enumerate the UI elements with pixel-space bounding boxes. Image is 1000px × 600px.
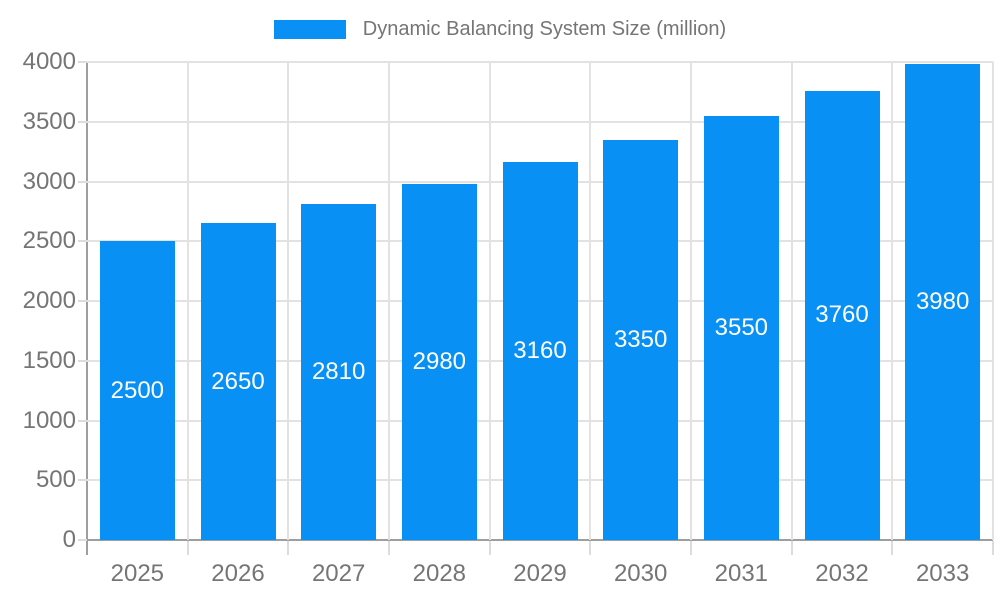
x-axis-tick-label: 2032 [815, 560, 869, 587]
gridline-vertical [790, 62, 793, 540]
x-axis-tick [891, 541, 894, 555]
y-axis-tick-label: 1000 [22, 406, 76, 434]
x-axis-tick [790, 541, 793, 555]
gridline-vertical [891, 62, 894, 540]
y-axis-tick [78, 479, 87, 482]
gridline-vertical [287, 62, 290, 540]
x-axis-tick-label: 2026 [211, 560, 265, 587]
y-axis-line [86, 62, 88, 555]
gridline-vertical [992, 62, 994, 540]
legend-swatch-icon [273, 20, 346, 39]
legend[interactable]: Dynamic Balancing System Size (million) [0, 18, 1000, 41]
bar-2025[interactable] [99, 241, 175, 540]
x-axis-tick-label: 2025 [110, 560, 165, 587]
x-axis-tick-label: 2033 [915, 560, 970, 587]
bar-2026[interactable] [200, 223, 276, 540]
bar-2030[interactable] [603, 139, 679, 540]
gridline-vertical [589, 62, 592, 540]
y-axis-tick [78, 120, 87, 123]
y-axis-tick [78, 359, 87, 362]
gridline-vertical [388, 62, 390, 540]
bar-2028[interactable] [401, 183, 477, 540]
y-axis-tick-label: 3000 [22, 167, 76, 195]
x-axis-tick [992, 541, 994, 555]
y-axis-tick [78, 539, 87, 541]
x-axis-tick-label: 2029 [513, 560, 567, 587]
x-axis-tick [388, 541, 390, 555]
bar-2033[interactable] [905, 64, 981, 540]
y-axis-tick [78, 419, 87, 422]
gridline-vertical [186, 62, 189, 540]
y-axis-tick [78, 240, 87, 243]
x-axis-tick [690, 541, 692, 555]
bar-2032[interactable] [804, 90, 880, 540]
gridline-horizontal [87, 120, 993, 123]
x-axis-tick [589, 541, 592, 555]
bar-2029[interactable] [502, 162, 578, 540]
x-axis-line [86, 539, 993, 541]
plot-area: 2500 2650 2810 2980 3160 3350 3550 3760 3980 [87, 61, 994, 540]
y-axis-tick-label: 500 [35, 466, 76, 494]
y-axis-tick-label: 4000 [22, 48, 76, 75]
x-axis-tick-label: 2031 [714, 560, 769, 587]
x-axis-tick [287, 541, 290, 555]
y-axis-tick-label: 2500 [22, 227, 76, 255]
x-axis-tick [488, 541, 491, 555]
x-axis-tick [186, 541, 189, 555]
bar-2031[interactable] [703, 115, 779, 540]
x-axis-tick-label: 2027 [311, 560, 366, 587]
x-axis-tick-label: 2028 [412, 560, 467, 587]
gridline-vertical [488, 62, 491, 540]
y-axis-tick [78, 300, 87, 302]
y-axis-tick-label: 1500 [22, 346, 76, 374]
y-axis-tick [78, 61, 87, 63]
y-axis-tick-label: 2000 [22, 287, 76, 314]
y-axis-tick [78, 180, 87, 183]
legend-label: Dynamic Balancing System Size (million) [362, 18, 727, 40]
y-axis-tick-label: 0 [62, 526, 76, 553]
gridline-horizontal [87, 61, 993, 63]
x-axis-tick-label: 2030 [613, 560, 668, 587]
gridline-vertical [690, 62, 692, 540]
y-axis-tick-label: 3500 [22, 107, 76, 135]
bar-2027[interactable] [301, 204, 377, 540]
